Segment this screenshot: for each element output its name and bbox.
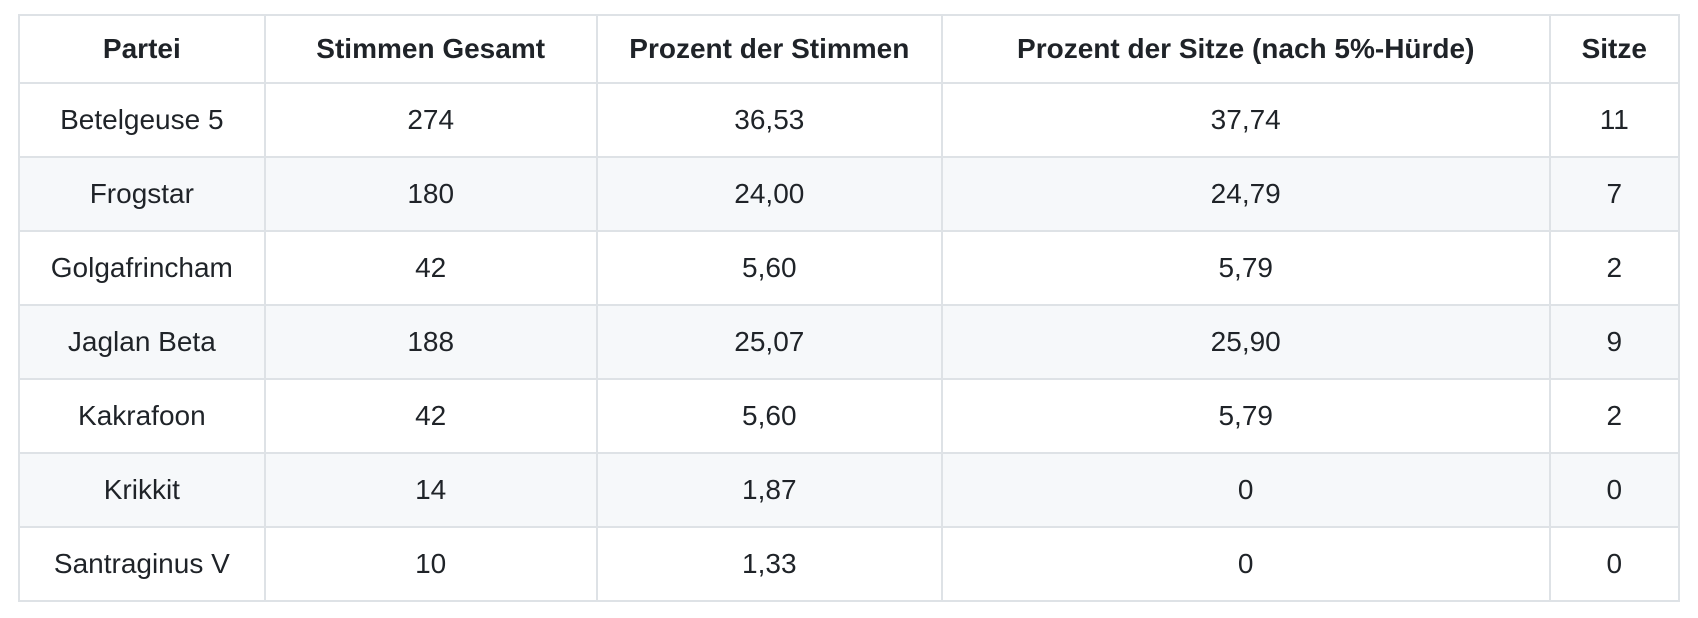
cell-stimmen-gesamt: 14 <box>263 452 598 528</box>
cell-sitze: 0 <box>1548 526 1680 602</box>
table-row: Golgafrincham 42 5,60 5,79 2 <box>18 230 1680 306</box>
cell-stimmen-gesamt: 10 <box>263 526 598 602</box>
cell-prozent-sitze: 0 <box>940 526 1551 602</box>
cell-stimmen-gesamt: 180 <box>263 156 598 232</box>
column-header-prozent-sitze: Prozent der Sitze (nach 5%-Hürde) <box>940 14 1551 84</box>
cell-prozent-sitze: 37,74 <box>940 82 1551 158</box>
cell-partei: Krikkit <box>18 452 266 528</box>
cell-partei: Betelgeuse 5 <box>18 82 266 158</box>
table-body: Betelgeuse 5 274 36,53 37,74 11 Frogstar 180 24… <box>18 82 1680 602</box>
cell-prozent-stimmen: 24,00 <box>595 156 943 232</box>
cell-prozent-sitze: 25,90 <box>940 304 1551 380</box>
column-header-sitze: Sitze <box>1548 14 1680 84</box>
column-header-partei: Partei <box>18 14 266 84</box>
cell-partei: Santraginus V <box>18 526 266 602</box>
cell-partei: Kakrafoon <box>18 378 266 454</box>
table-row: Santraginus V 10 1,33 0 0 <box>18 526 1680 602</box>
cell-prozent-stimmen: 25,07 <box>595 304 943 380</box>
table-header: Partei Stimmen Gesamt Prozent der Stimmen P… <box>18 14 1680 84</box>
cell-stimmen-gesamt: 274 <box>263 82 598 158</box>
cell-prozent-stimmen: 36,53 <box>595 82 943 158</box>
cell-partei: Golgafrincham <box>18 230 266 306</box>
column-header-prozent-stimmen: Prozent der Stimmen <box>595 14 943 84</box>
cell-prozent-sitze: 0 <box>940 452 1551 528</box>
cell-stimmen-gesamt: 42 <box>263 230 598 306</box>
cell-prozent-sitze: 5,79 <box>940 378 1551 454</box>
cell-sitze: 7 <box>1548 156 1680 232</box>
table-row: Betelgeuse 5 274 36,53 37,74 11 <box>18 82 1680 158</box>
cell-partei: Jaglan Beta <box>18 304 266 380</box>
table-row: Jaglan Beta 188 25,07 25,90 9 <box>18 304 1680 380</box>
table-row: Kakrafoon 42 5,60 5,79 2 <box>18 378 1680 454</box>
cell-stimmen-gesamt: 188 <box>263 304 598 380</box>
cell-prozent-sitze: 5,79 <box>940 230 1551 306</box>
cell-partei: Frogstar <box>18 156 266 232</box>
election-results-table: Partei Stimmen Gesamt Prozent der Stimmen P… <box>18 14 1680 602</box>
cell-sitze: 9 <box>1548 304 1680 380</box>
cell-prozent-stimmen: 1,33 <box>595 526 943 602</box>
cell-prozent-sitze: 24,79 <box>940 156 1551 232</box>
cell-stimmen-gesamt: 42 <box>263 378 598 454</box>
header-row: Partei Stimmen Gesamt Prozent der Stimmen P… <box>18 14 1680 84</box>
column-header-stimmen-gesamt: Stimmen Gesamt <box>263 14 598 84</box>
table-row: Krikkit 14 1,87 0 0 <box>18 452 1680 528</box>
cell-prozent-stimmen: 5,60 <box>595 378 943 454</box>
cell-sitze: 2 <box>1548 230 1680 306</box>
table-row: Frogstar 180 24,00 24,79 7 <box>18 156 1680 232</box>
cell-sitze: 11 <box>1548 82 1680 158</box>
cell-prozent-stimmen: 1,87 <box>595 452 943 528</box>
cell-sitze: 0 <box>1548 452 1680 528</box>
cell-sitze: 2 <box>1548 378 1680 454</box>
cell-prozent-stimmen: 5,60 <box>595 230 943 306</box>
